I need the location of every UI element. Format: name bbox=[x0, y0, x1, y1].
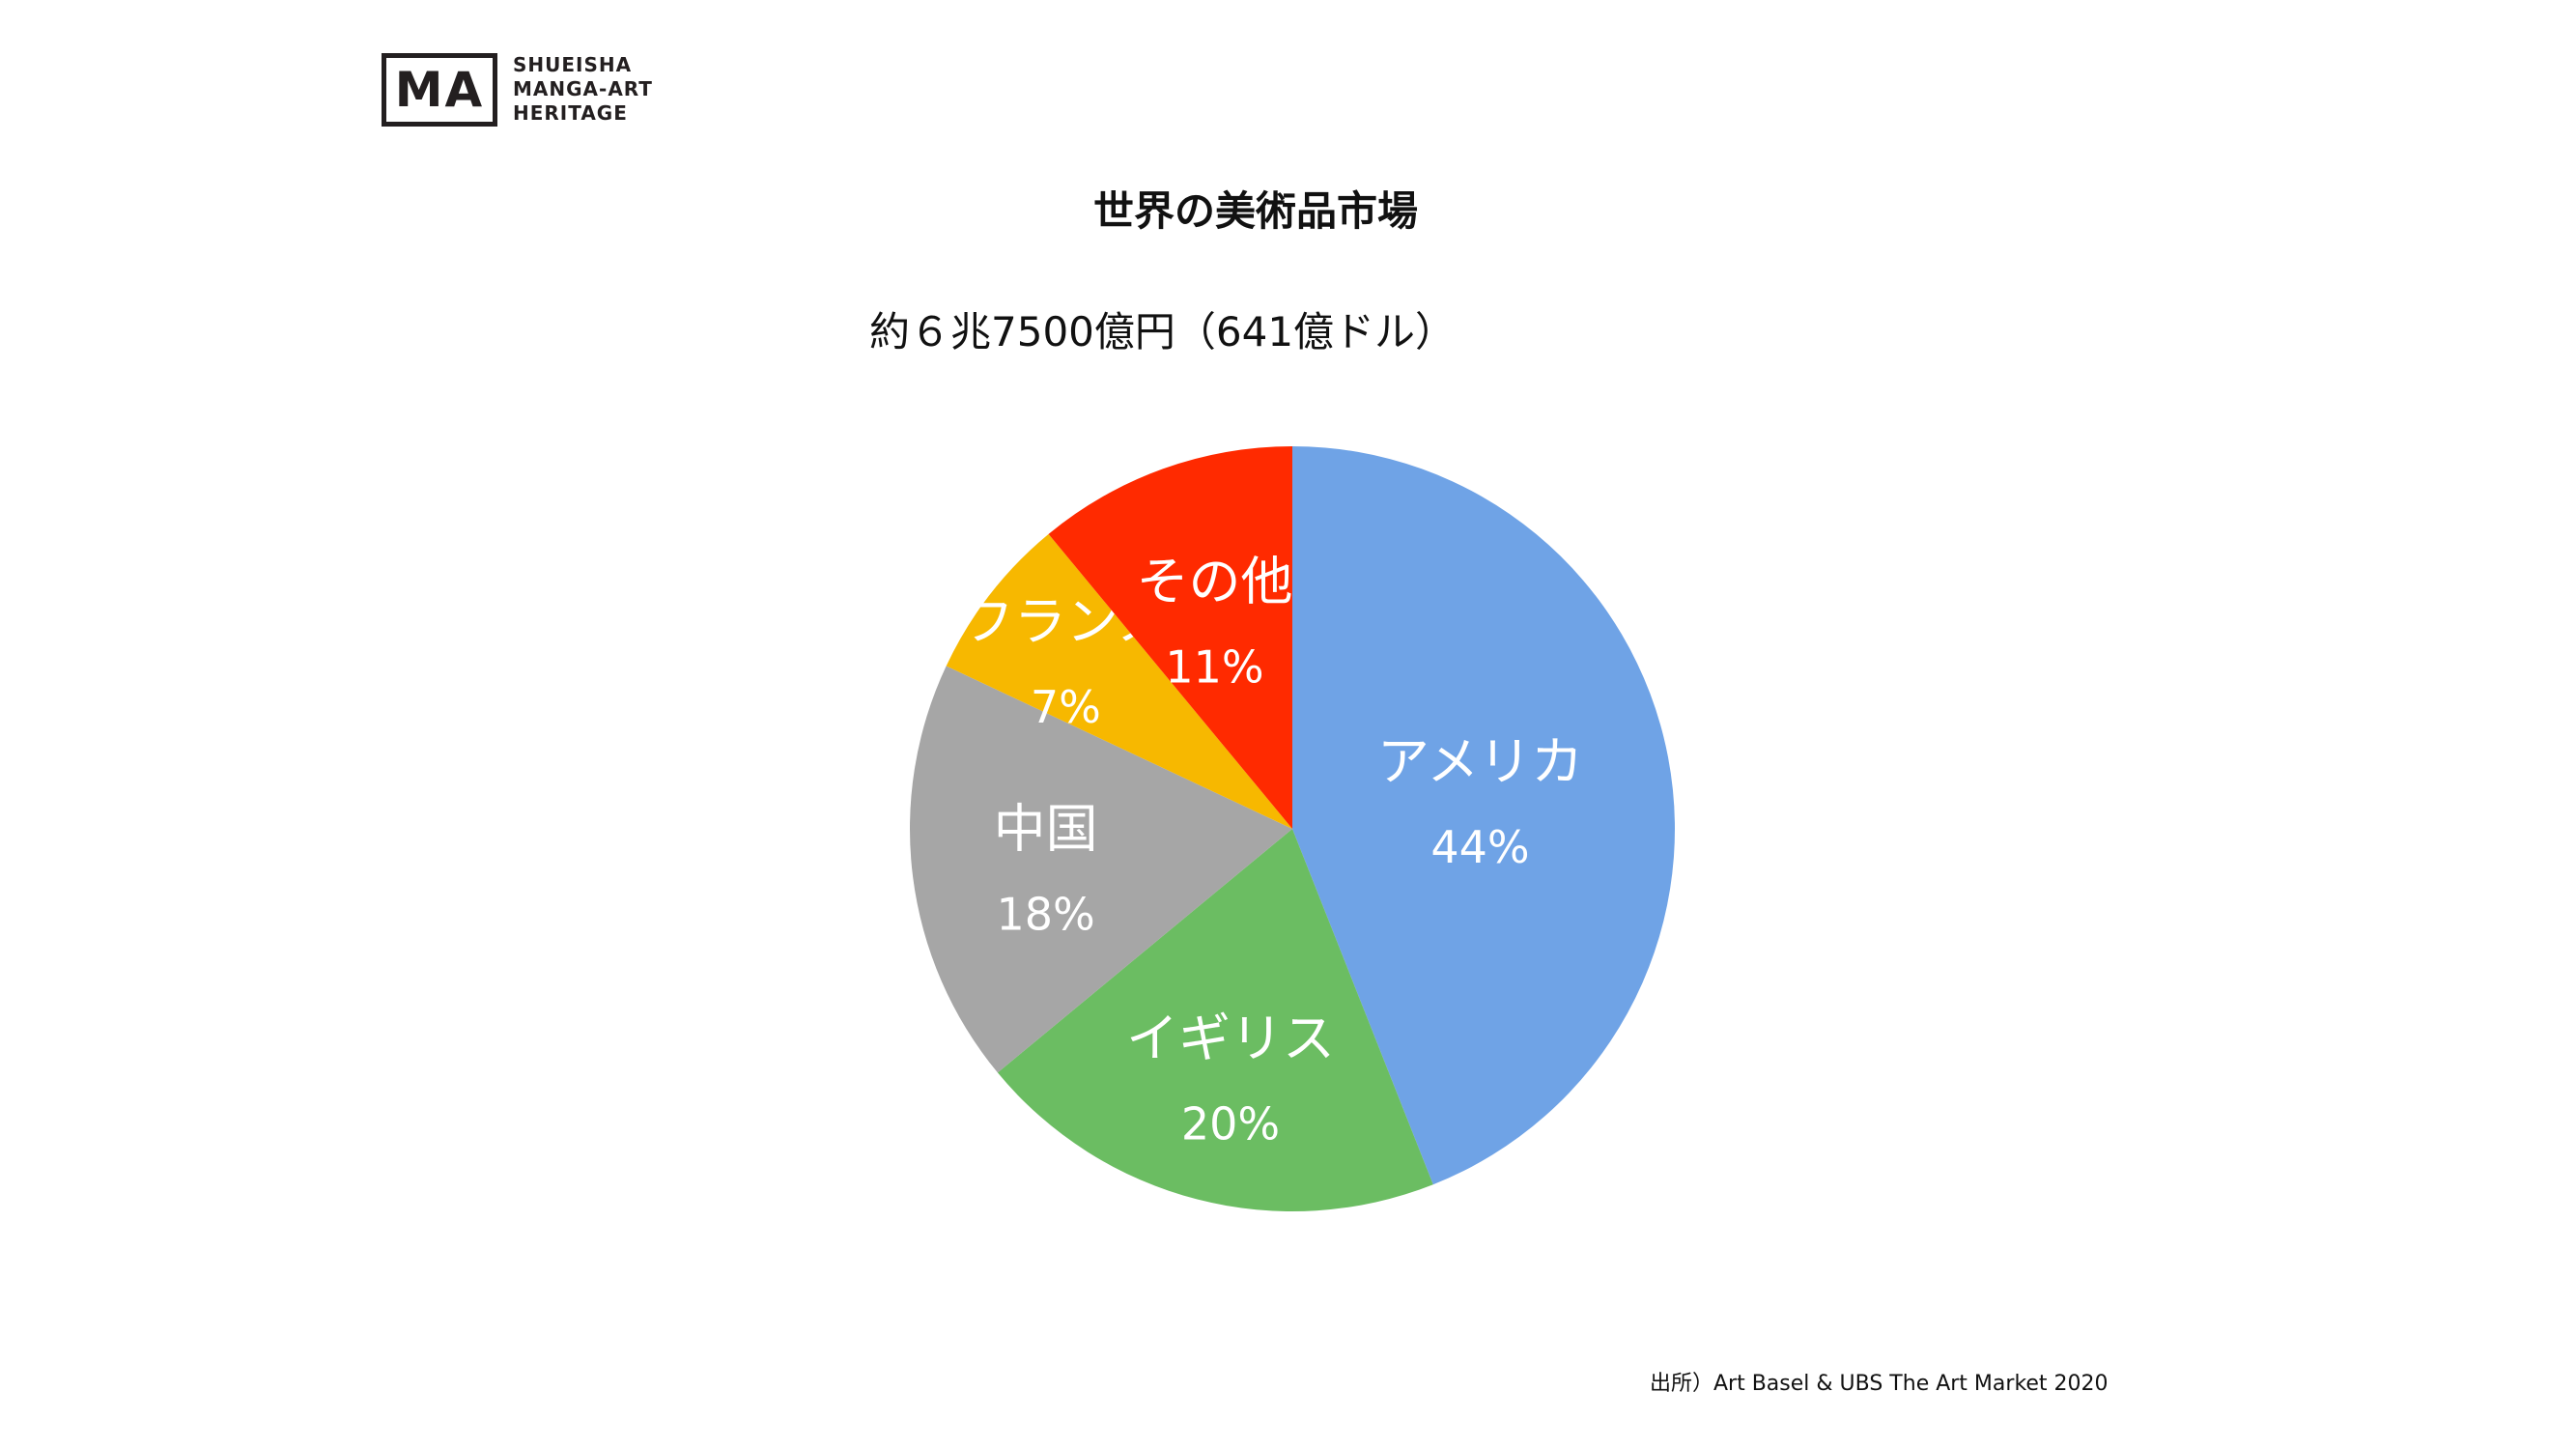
brand-logo: MA SHUEISHA MANGA-ART HERITAGE bbox=[382, 48, 653, 130]
slice-percent-label: 44% bbox=[1430, 821, 1529, 873]
pie-slice bbox=[1292, 446, 1675, 1185]
slice-category-label: イギリス bbox=[1126, 1008, 1335, 1068]
slice-category-label: アメリカ bbox=[1377, 731, 1583, 792]
slice-percent-label: 7% bbox=[1031, 681, 1101, 733]
logo-mark: MA bbox=[382, 52, 497, 127]
chart-subtitle: 約６兆7500億円（641億ドル） bbox=[869, 308, 1457, 355]
pie-slice bbox=[909, 666, 1292, 1073]
pie-slice bbox=[1048, 446, 1292, 829]
logo-wordmark: SHUEISHA MANGA-ART HERITAGE bbox=[513, 53, 653, 126]
logo-line-1: SHUEISHA bbox=[513, 53, 633, 76]
logo-line-3: HERITAGE bbox=[513, 101, 628, 125]
logo-line-2: MANGA-ART bbox=[513, 77, 653, 100]
slice-category-label: 中国 bbox=[994, 798, 1098, 859]
pie-slice bbox=[997, 829, 1433, 1211]
source-note: 出所）Art Basel & UBS The Art Market 2020 bbox=[1650, 1372, 2109, 1396]
slice-percent-label: 18% bbox=[997, 888, 1095, 940]
slice-percent-label: 20% bbox=[1181, 1097, 1280, 1150]
slice-category-label: その他 bbox=[1137, 551, 1293, 611]
pie-slice bbox=[946, 533, 1292, 829]
slice-percent-label: 11% bbox=[1165, 640, 1263, 693]
chart-title: 世界の美術品市場 bbox=[1092, 187, 1418, 235]
